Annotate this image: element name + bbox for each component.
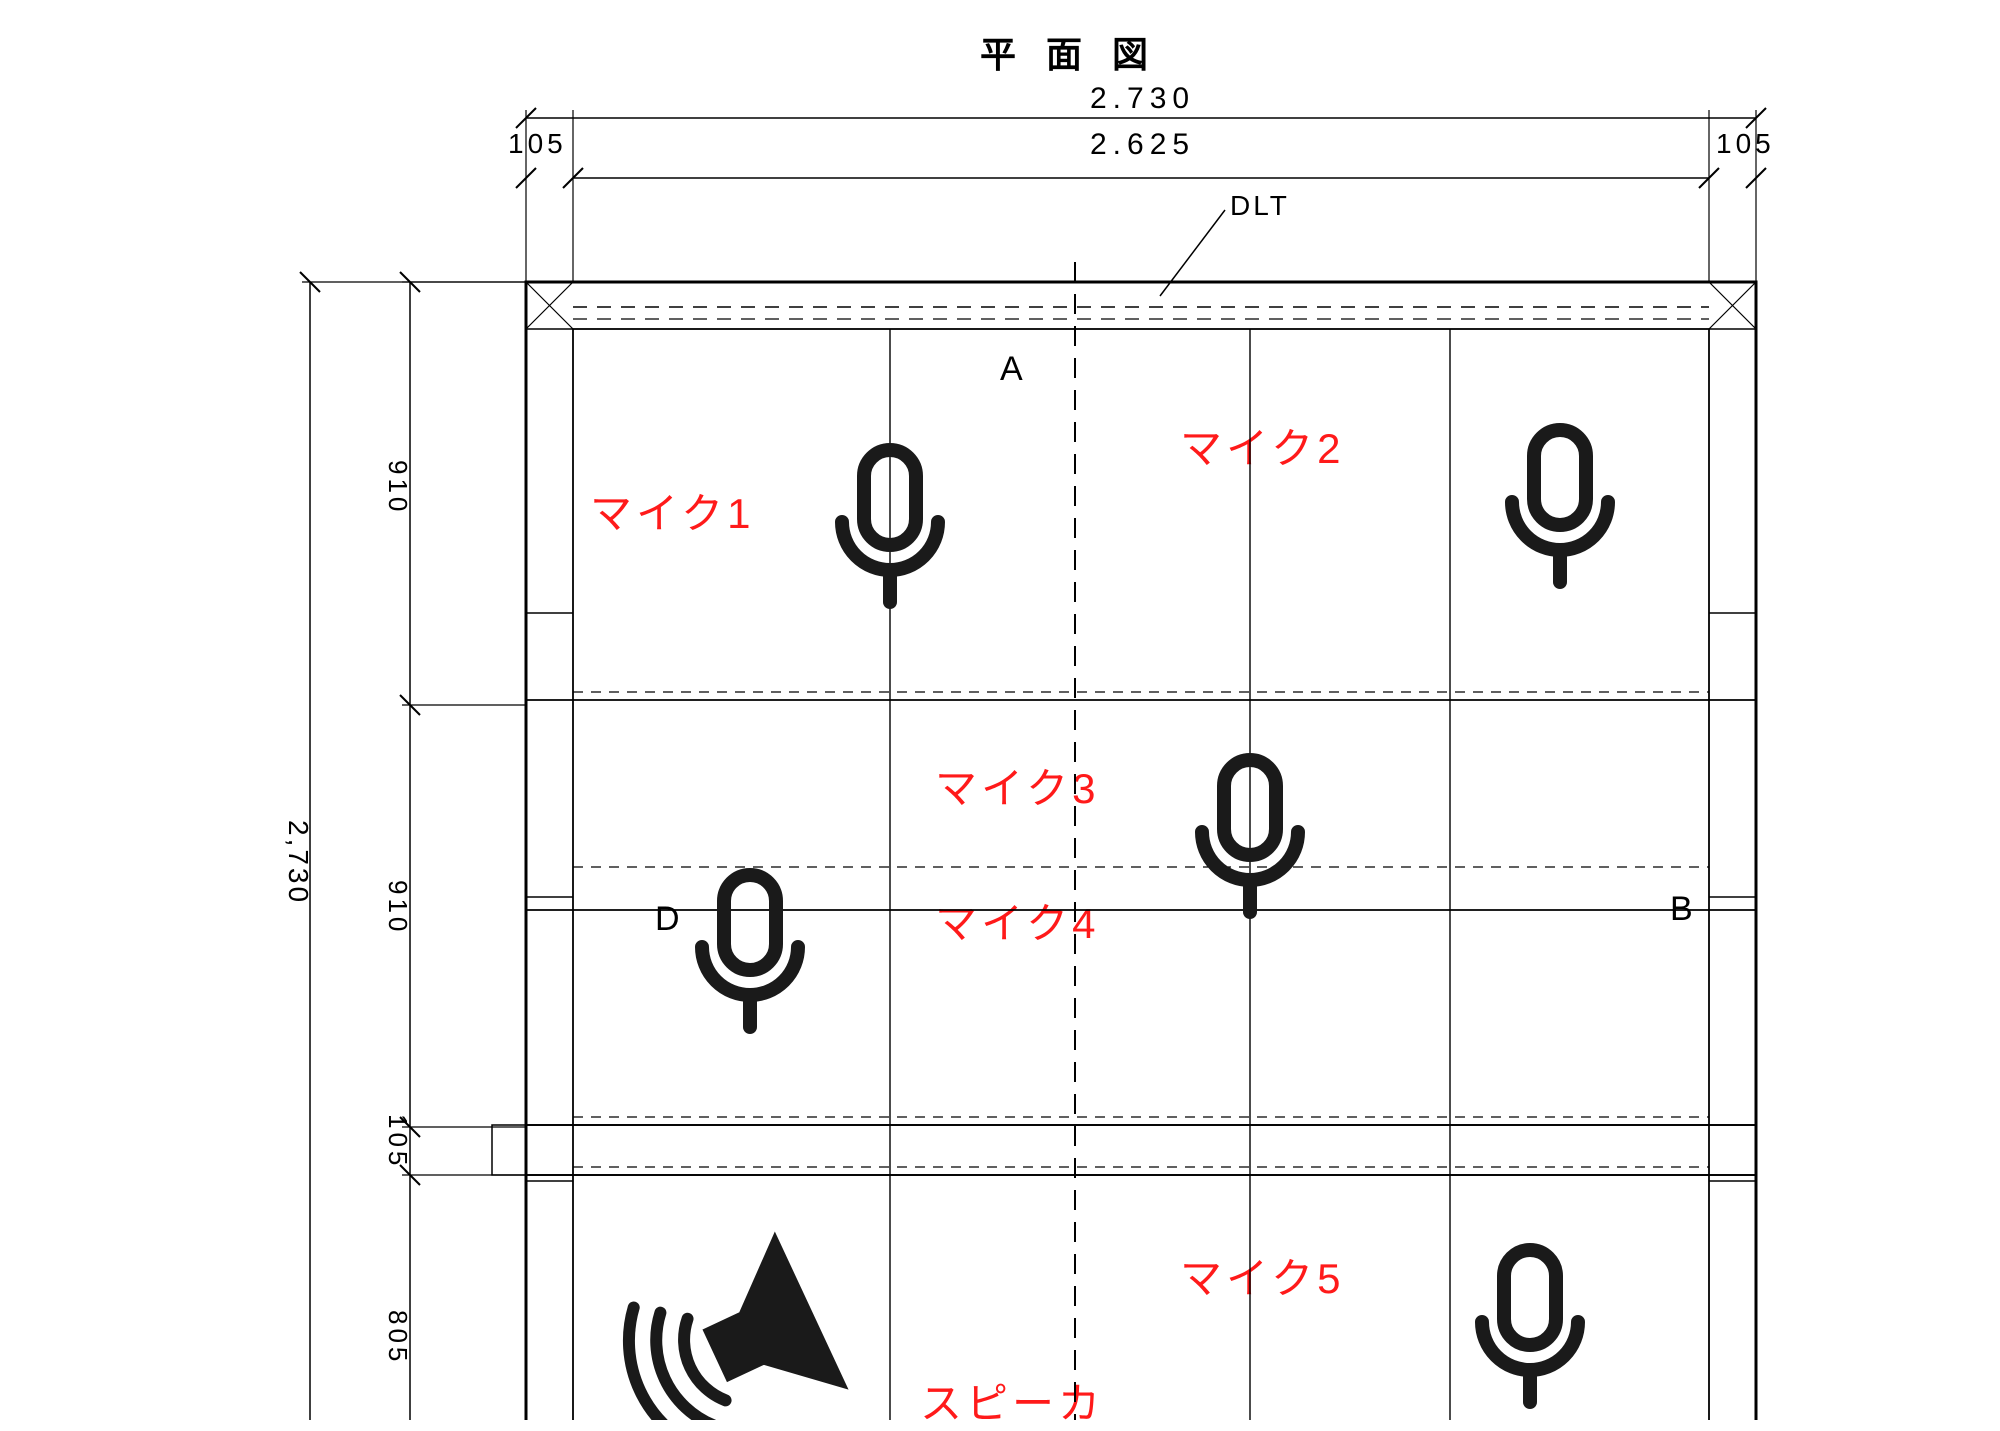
speaker-icon	[604, 1234, 847, 1420]
microphone-icon	[1512, 430, 1608, 582]
plan-diagram: 平 面 図 2.730 2.625 105 105 DLT 2,730 910 …	[0, 0, 2000, 1420]
microphone-icon	[702, 875, 798, 1027]
microphone-icon	[1482, 1250, 1578, 1402]
svg-layer	[0, 0, 2000, 1420]
